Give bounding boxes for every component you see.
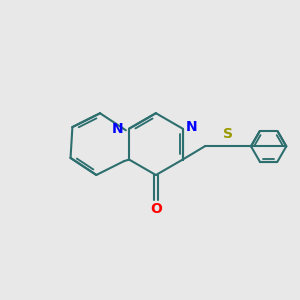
Text: N: N [112, 122, 124, 136]
Text: N: N [186, 120, 197, 134]
Text: S: S [223, 127, 233, 141]
Text: O: O [150, 202, 162, 216]
